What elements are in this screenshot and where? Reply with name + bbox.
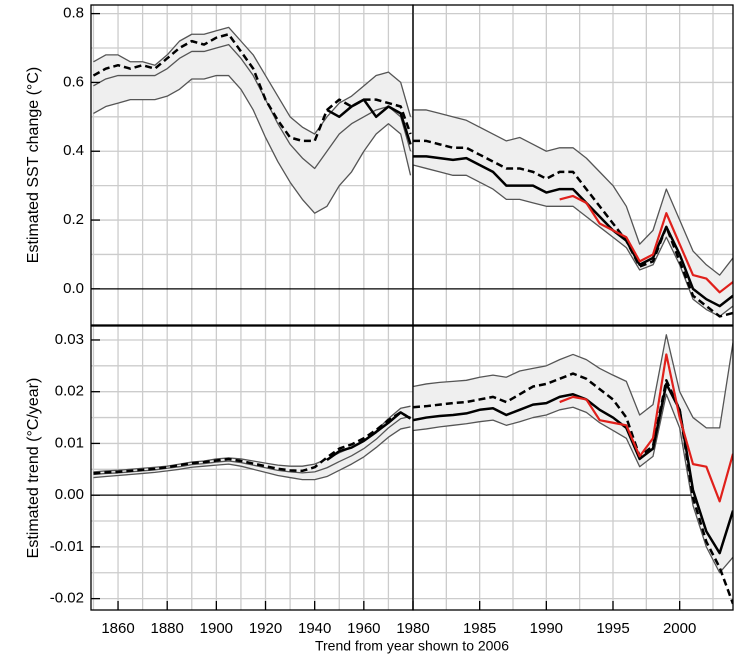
y-tick-label: 0.8	[63, 5, 84, 22]
y-tick-label: 0.02	[55, 383, 84, 400]
x-tick-label: 1985	[463, 620, 496, 637]
y-tick-label: 0.2	[63, 211, 84, 228]
data-line	[413, 155, 733, 308]
panel	[413, 326, 733, 610]
x-tick-label: 1990	[530, 620, 563, 637]
data-line	[559, 194, 733, 294]
plot-frame	[412, 4, 734, 326]
y-tick-label: 0.01	[55, 434, 84, 451]
x-tick-label: 1920	[249, 620, 282, 637]
x-tick-label: 1980	[396, 620, 429, 637]
y-tick-label: 0.00	[55, 486, 84, 503]
data-line	[93, 426, 411, 481]
data-line	[413, 382, 733, 555]
y-tick-label: 0.6	[63, 73, 84, 90]
x-tick-label: 1880	[151, 620, 184, 637]
data-line	[413, 139, 733, 318]
x-tick-label: 1940	[298, 620, 331, 637]
data-line	[93, 411, 412, 475]
x-tick-label: 1960	[347, 620, 380, 637]
data-line	[93, 415, 411, 476]
uncertainty-band	[93, 27, 411, 214]
data-line	[93, 74, 412, 214]
uncertainty-band	[93, 406, 411, 480]
uncertainty-band	[413, 334, 733, 573]
y-axis-title: Estimated trend (°C/year)	[25, 378, 42, 559]
y-tick-label: -0.01	[50, 538, 84, 555]
y-tick-label: 0.4	[63, 142, 84, 159]
data-line	[92, 32, 412, 143]
data-line	[93, 43, 412, 170]
uncertainty-band	[413, 109, 733, 317]
data-line	[326, 98, 412, 145]
data-line	[559, 353, 733, 503]
x-tick-label: 1995	[596, 620, 629, 637]
x-axis-title: Trend from year shown to 2006	[315, 638, 509, 654]
x-tick-label: 1860	[101, 620, 134, 637]
data-line	[413, 372, 733, 605]
y-tick-label: 0.0	[63, 280, 84, 297]
y-tick-label: 0.03	[55, 331, 84, 348]
plot-frame	[412, 325, 734, 611]
x-tick-label: 2000	[663, 620, 696, 637]
x-tick-label: 1900	[200, 620, 233, 637]
data-line	[93, 26, 412, 135]
data-line	[413, 334, 733, 429]
y-axis-title: Estimated SST change (°C)	[25, 67, 42, 263]
panel	[91, 5, 413, 325]
y-tick-label: -0.02	[50, 590, 84, 607]
panel	[413, 5, 733, 325]
data-line	[413, 109, 733, 276]
data-line	[413, 393, 733, 574]
panel	[91, 326, 413, 610]
